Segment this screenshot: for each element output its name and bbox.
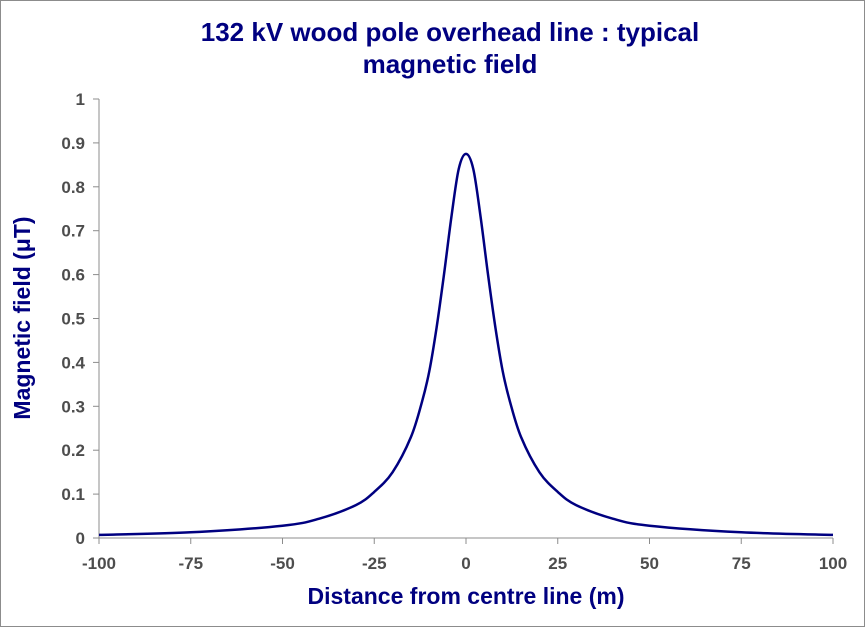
x-tick-label: 100 (819, 554, 847, 573)
y-tick-label: 0 (76, 529, 85, 548)
y-tick-label: 0.6 (61, 266, 85, 285)
x-tick-label: -100 (82, 554, 116, 573)
x-tick-label: 25 (548, 554, 567, 573)
y-tick-label: 0.7 (61, 222, 85, 241)
series-lines (98, 152, 834, 537)
y-tick-label: 1 (76, 90, 85, 109)
y-tick-label: 0.3 (61, 397, 85, 416)
x-tick-label: 0 (461, 554, 470, 573)
x-axis-title: Distance from centre line (m) (308, 583, 625, 609)
x-tick-label: -50 (270, 554, 295, 573)
y-tick-label: 0.5 (61, 310, 85, 329)
x-tick-label: -25 (362, 554, 387, 573)
y-tick-label: 0.4 (61, 353, 85, 372)
chart-title: 132 kV wood pole overhead line : typical… (100, 16, 800, 80)
y-tick-label: 0.8 (61, 178, 85, 197)
x-tick-label: -75 (178, 554, 203, 573)
chart-title-line-2: magnetic field (362, 49, 538, 79)
x-tick-label: 50 (640, 554, 659, 573)
x-tick-label: 75 (732, 554, 751, 573)
y-tick-label: 0.2 (61, 441, 85, 460)
chart-title-line-1: 132 kV wood pole overhead line : typical (200, 17, 700, 47)
tick-labels: 0 0.1 0.2 0.3 0.4 0.5 0.6 0.7 0.8 0.9 1 -100 -75 -50 -… (61, 90, 847, 573)
y-tick-label: 0.9 (61, 134, 85, 153)
y-axis-title: Magnetic field (μT) (9, 216, 35, 419)
y-tick-label: 0.1 (61, 485, 85, 504)
axes (93, 98, 834, 544)
series-line-0 (98, 152, 834, 537)
